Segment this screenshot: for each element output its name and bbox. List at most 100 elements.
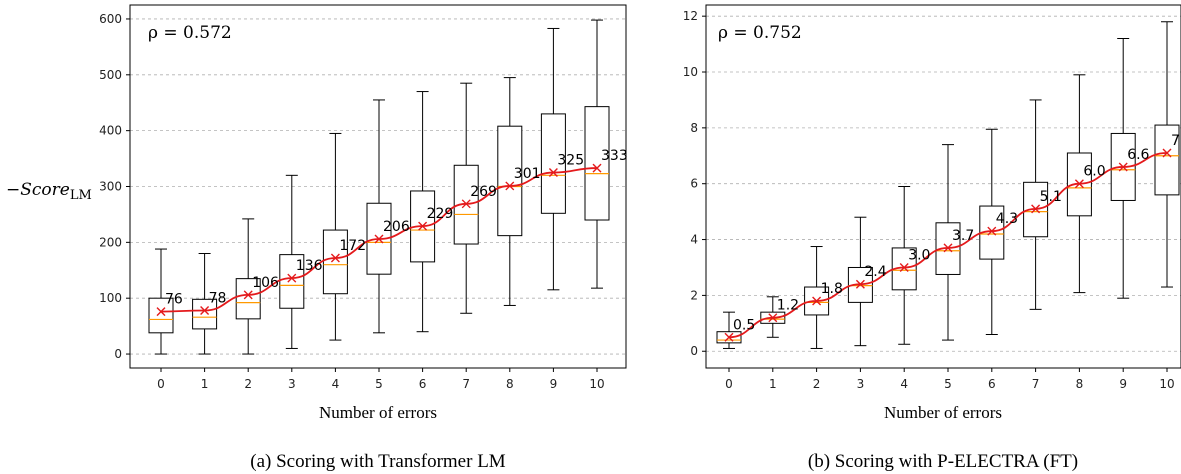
box-2 xyxy=(235,218,261,355)
mean-marker xyxy=(1031,204,1041,214)
box-4 xyxy=(322,132,348,341)
x-tick-label: 6 xyxy=(988,377,996,391)
mean-data-label: 333 xyxy=(601,148,628,164)
mean-data-label: 172 xyxy=(339,238,366,254)
x-tick-label: 7 xyxy=(1032,377,1040,391)
x-tick-label: 1 xyxy=(769,377,777,391)
mean-data-label: 3.0 xyxy=(908,247,930,263)
mean-marker xyxy=(1074,179,1084,189)
mean-data-label: 136 xyxy=(296,258,323,274)
box-10 xyxy=(584,19,610,289)
mean-data-label: 6.6 xyxy=(1127,147,1149,163)
box-iqr xyxy=(584,106,610,221)
box-iqr xyxy=(279,254,305,309)
x-tick-label: 9 xyxy=(550,377,558,391)
box-10 xyxy=(1154,21,1180,288)
mean-marker xyxy=(505,181,515,191)
mean-data-label: 269 xyxy=(470,184,497,200)
x-tick-label: 2 xyxy=(813,377,821,391)
y-tick-label: 4 xyxy=(690,233,698,247)
mean-data-label: 6.0 xyxy=(1083,164,1105,180)
y-tick-label: 400 xyxy=(99,124,122,138)
mean-data-label: 4.3 xyxy=(996,211,1018,227)
mean-marker xyxy=(156,307,166,317)
box-iqr xyxy=(497,125,523,237)
x-tick-label: 10 xyxy=(1159,377,1174,391)
mean-data-label: 0.5 xyxy=(733,317,755,333)
x-tick-label: 10 xyxy=(589,377,604,391)
mean-marker xyxy=(461,199,471,209)
mean-marker xyxy=(418,221,428,231)
y-tick-label: 0 xyxy=(114,347,122,361)
mean-data-label: 78 xyxy=(209,290,227,306)
mean-data-label: 2.4 xyxy=(864,264,886,280)
box-iqr xyxy=(540,113,566,214)
x-tick-label: 0 xyxy=(157,377,165,391)
mean-marker xyxy=(1162,148,1172,158)
mean-marker xyxy=(330,253,340,263)
x-tick-label: 4 xyxy=(900,377,908,391)
plot-frame xyxy=(705,4,1181,369)
x-tick-label: 7 xyxy=(462,377,470,391)
box-2 xyxy=(804,246,830,349)
y-tick-label: 12 xyxy=(683,9,698,23)
mean-data-label: 7. xyxy=(1171,133,1181,149)
caption: (a) Scoring with Transformer LM xyxy=(250,451,506,472)
mean-marker xyxy=(855,279,865,289)
mean-marker xyxy=(287,273,297,283)
box-1 xyxy=(192,253,218,355)
mean-marker xyxy=(548,168,558,178)
mean-data-label: 301 xyxy=(514,166,541,182)
mean-marker xyxy=(1118,162,1128,172)
mean-marker xyxy=(374,234,384,244)
x-axis-label: Number of errors xyxy=(884,403,1002,422)
x-tick-label: 5 xyxy=(375,377,383,391)
mean-data-label: 106 xyxy=(252,275,279,291)
box-iqr xyxy=(1154,124,1180,196)
x-tick-label: 0 xyxy=(725,377,733,391)
y-tick-label: 200 xyxy=(99,235,122,249)
mean-marker xyxy=(592,163,602,173)
x-tick-label: 3 xyxy=(288,377,296,391)
mean-marker xyxy=(768,313,778,323)
mean-data-label: 1.8 xyxy=(821,281,843,297)
x-tick-label: 8 xyxy=(1076,377,1084,391)
x-tick-label: 9 xyxy=(1119,377,1127,391)
box-iqr xyxy=(148,297,174,334)
mean-data-label: 206 xyxy=(383,219,410,235)
box-8 xyxy=(497,77,523,306)
x-tick-label: 1 xyxy=(201,377,209,391)
mean-data-label: 3.7 xyxy=(952,228,974,244)
y-tick-label: 10 xyxy=(683,65,698,79)
x-tick-label: 3 xyxy=(857,377,865,391)
mean-marker xyxy=(899,262,909,272)
mean-marker xyxy=(243,290,253,300)
mean-marker xyxy=(812,296,822,306)
mean-data-label: 229 xyxy=(427,206,454,222)
box-3 xyxy=(279,174,305,349)
y-tick-label: 0 xyxy=(690,344,698,358)
box-3 xyxy=(847,216,873,347)
x-tick-label: 5 xyxy=(944,377,952,391)
y-axis-label: −ScoreLM xyxy=(6,180,92,203)
y-axis-label-subscript: LM xyxy=(70,188,92,203)
x-tick-label: 6 xyxy=(419,377,427,391)
box-iqr xyxy=(322,229,348,295)
rho-annotation: ρ = 0.752 xyxy=(718,23,802,43)
mean-marker xyxy=(200,305,210,315)
box-iqr xyxy=(192,298,218,330)
box-9 xyxy=(540,27,566,291)
x-axis-label: Number of errors xyxy=(319,403,437,422)
mean-data-label: 5.1 xyxy=(1040,189,1062,205)
mean-marker xyxy=(724,332,734,342)
y-tick-label: 600 xyxy=(99,12,122,26)
x-tick-label: 2 xyxy=(244,377,252,391)
y-tick-label: 6 xyxy=(690,177,698,191)
caption: (b) Scoring with P-ELECTRA (FT) xyxy=(808,451,1078,472)
box-0 xyxy=(148,248,174,355)
y-axis-label-minus-score: −Score xyxy=(6,180,70,200)
mean-marker xyxy=(987,226,997,236)
